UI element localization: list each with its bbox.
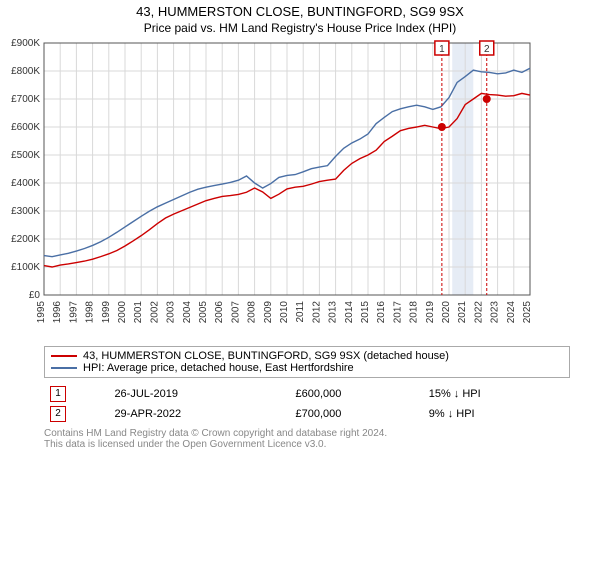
svg-text:£0: £0 [29, 290, 41, 301]
svg-text:2000: 2000 [117, 301, 128, 324]
chart-subtitle: Price paid vs. HM Land Registry's House … [0, 21, 600, 35]
svg-text:2025: 2025 [522, 301, 533, 324]
credit-line-2: This data is licensed under the Open Gov… [44, 439, 570, 450]
svg-text:2012: 2012 [311, 301, 322, 324]
svg-text:£400K: £400K [11, 178, 40, 189]
svg-text:2007: 2007 [230, 301, 241, 324]
legend-row: HPI: Average price, detached house, East… [51, 362, 563, 374]
credit-text: Contains HM Land Registry data © Crown c… [44, 428, 570, 450]
svg-text:2001: 2001 [133, 301, 144, 324]
svg-text:2: 2 [484, 44, 490, 55]
svg-text:2016: 2016 [376, 301, 387, 324]
svg-text:2024: 2024 [506, 301, 517, 324]
event-delta: 9% ↓ HPI [423, 404, 570, 424]
legend-label: 43, HUMMERSTON CLOSE, BUNTINGFORD, SG9 9… [83, 350, 449, 362]
svg-text:2008: 2008 [247, 301, 258, 324]
svg-text:1999: 1999 [101, 301, 112, 324]
svg-text:2013: 2013 [328, 301, 339, 324]
svg-text:2015: 2015 [360, 301, 371, 324]
svg-text:£300K: £300K [11, 206, 40, 217]
svg-text:2014: 2014 [344, 301, 355, 324]
legend-row: 43, HUMMERSTON CLOSE, BUNTINGFORD, SG9 9… [51, 350, 563, 362]
event-price: £600,000 [289, 384, 422, 404]
svg-text:£600K: £600K [11, 122, 40, 133]
event-row: 2 29-APR-2022£700,0009% ↓ HPI [44, 404, 570, 424]
svg-text:2006: 2006 [214, 301, 225, 324]
svg-text:£700K: £700K [11, 94, 40, 105]
event-badge: 1 [50, 386, 66, 402]
svg-text:£100K: £100K [11, 262, 40, 273]
svg-text:2002: 2002 [149, 301, 160, 324]
svg-text:2022: 2022 [473, 301, 484, 324]
svg-text:2011: 2011 [295, 301, 306, 323]
svg-text:2009: 2009 [263, 301, 274, 324]
chart-title: 43, HUMMERSTON CLOSE, BUNTINGFORD, SG9 9… [0, 4, 600, 19]
svg-text:2010: 2010 [279, 301, 290, 324]
event-date: 29-APR-2022 [108, 404, 289, 424]
svg-text:£900K: £900K [11, 38, 40, 49]
credit-line-1: Contains HM Land Registry data © Crown c… [44, 428, 570, 439]
event-badge: 2 [50, 406, 66, 422]
event-price: £700,000 [289, 404, 422, 424]
svg-text:1: 1 [439, 44, 445, 55]
event-delta: 15% ↓ HPI [423, 384, 570, 404]
svg-text:1998: 1998 [85, 301, 96, 324]
svg-text:2019: 2019 [425, 301, 436, 324]
svg-text:2021: 2021 [457, 301, 468, 324]
legend-swatch [51, 355, 77, 357]
svg-text:1997: 1997 [68, 301, 79, 324]
event-row: 1 26-JUL-2019£600,00015% ↓ HPI [44, 384, 570, 404]
svg-text:2004: 2004 [182, 301, 193, 324]
events-table: 1 26-JUL-2019£600,00015% ↓ HPI 2 29-APR-202… [44, 384, 570, 424]
svg-text:1996: 1996 [52, 301, 63, 324]
price-chart: £0 £100K £200K £300K £400K £500K £600K £700K £80… [0, 35, 560, 335]
legend-swatch [51, 367, 77, 369]
svg-text:2020: 2020 [441, 301, 452, 324]
svg-text:2017: 2017 [392, 301, 403, 324]
svg-text:£500K: £500K [11, 150, 40, 161]
legend-label: HPI: Average price, detached house, East… [83, 362, 354, 374]
svg-text:1995: 1995 [36, 301, 47, 324]
legend: 43, HUMMERSTON CLOSE, BUNTINGFORD, SG9 9… [44, 346, 570, 378]
svg-text:£800K: £800K [11, 66, 40, 77]
svg-text:2023: 2023 [490, 301, 501, 324]
svg-text:2018: 2018 [409, 301, 420, 324]
svg-text:2003: 2003 [166, 301, 177, 324]
svg-text:2005: 2005 [198, 301, 209, 324]
svg-text:£200K: £200K [11, 234, 40, 245]
event-date: 26-JUL-2019 [108, 384, 289, 404]
